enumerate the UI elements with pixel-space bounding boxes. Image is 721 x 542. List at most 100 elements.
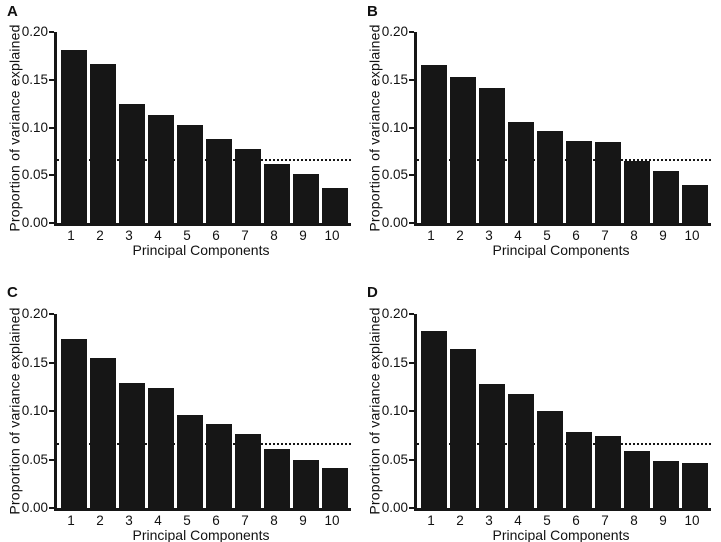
y-axis-tick	[409, 361, 414, 364]
bar-pc3	[119, 382, 145, 508]
x-tick-label-8: 8	[630, 228, 638, 243]
panel-label-C: C	[7, 284, 18, 301]
panel-label-D: D	[367, 284, 378, 301]
x-tick-label-4: 4	[514, 228, 522, 243]
bar-pc4	[148, 387, 174, 508]
bar-pc3	[479, 88, 505, 223]
bar-pc8	[624, 160, 650, 223]
bar-pc8	[264, 448, 290, 508]
y-tick-label: 0.05	[381, 451, 408, 467]
x-tick-label-5: 5	[543, 228, 551, 243]
x-tick-label-10: 10	[684, 513, 700, 528]
x-tick-label-2: 2	[456, 228, 464, 243]
y-axis-tick	[409, 313, 414, 315]
y-axis-tick	[409, 410, 414, 412]
threshold-line	[57, 442, 351, 445]
threshold-line	[57, 158, 351, 161]
x-tick-label-6: 6	[212, 228, 220, 243]
y-tick-label: 0.20	[381, 306, 408, 321]
x-tick-label-8: 8	[630, 513, 638, 528]
plot-area	[414, 314, 711, 511]
y-axis-tick	[49, 126, 54, 129]
panel-C: C Proportion of variance explained 0.00 0.0…	[0, 271, 360, 542]
x-ticks-row: 1 2 3 4 5 6 7 8 9 10	[414, 228, 712, 243]
bar-pc8	[624, 450, 650, 508]
x-axis-label: Principal Components	[132, 527, 270, 542]
bar-pc9	[653, 171, 679, 223]
x-tick-label-10: 10	[324, 228, 340, 243]
bar-pc1	[421, 65, 447, 223]
threshold-line	[417, 158, 711, 161]
x-tick-label-8: 8	[270, 228, 278, 243]
x-tick-label-4: 4	[154, 513, 162, 528]
x-tick-label-5: 5	[183, 228, 191, 243]
y-tick-label: 0.20	[21, 24, 48, 39]
y-tick-label: 0.05	[21, 451, 48, 467]
y-axis-tick	[409, 31, 414, 33]
plot-area	[414, 32, 711, 226]
y-tick-label: 0.00	[21, 215, 48, 230]
bar-pc4	[148, 115, 174, 223]
bar-pc2	[450, 348, 476, 508]
y-tick-label: 0.00	[21, 500, 48, 515]
x-tick-label-9: 9	[659, 228, 667, 243]
x-tick-label-5: 5	[183, 513, 191, 528]
x-ticks-row: 1 2 3 4 5 6 7 8 9 10	[54, 513, 352, 528]
y-tick-label: 0.15	[21, 354, 48, 370]
bar-pc7	[235, 434, 261, 508]
bar-pc5	[177, 414, 203, 508]
bar-pc4	[508, 393, 534, 508]
bar-pc7	[235, 148, 261, 223]
y-axis-tick	[49, 458, 54, 461]
bar-pc6	[566, 140, 592, 223]
plot-area	[54, 314, 351, 511]
x-axis-label: Principal Components	[492, 242, 630, 258]
bar-pc10	[682, 463, 708, 508]
bar-pc4	[508, 121, 534, 223]
x-tick-label-10: 10	[684, 228, 700, 243]
y-axis-tick	[409, 458, 414, 461]
x-axis-label: Principal Components	[132, 242, 270, 258]
y-axis-tick	[49, 31, 54, 33]
y-tick-label: 0.15	[21, 71, 48, 87]
panel-B: B Proportion of variance explained 0.00 0.0…	[360, 0, 721, 271]
y-axis-tick	[49, 78, 54, 81]
x-tick-label-2: 2	[96, 513, 104, 528]
y-tick-label: 0.20	[381, 24, 408, 39]
x-tick-label-5: 5	[543, 513, 551, 528]
x-ticks-row: 1 2 3 4 5 6 7 8 9 10	[414, 513, 712, 528]
y-axis-tick	[49, 174, 54, 177]
x-tick-label-7: 7	[601, 513, 609, 528]
x-tick-label-1: 1	[427, 228, 435, 243]
y-tick-label: 0.00	[381, 500, 408, 515]
x-tick-label-7: 7	[241, 228, 249, 243]
y-tick-label: 0.10	[381, 119, 408, 135]
bar-pc10	[682, 184, 708, 223]
bar-pc2	[90, 64, 116, 223]
x-tick-label-10: 10	[324, 513, 340, 528]
bars-group	[417, 314, 711, 508]
bar-pc1	[61, 339, 87, 508]
y-tick-label: 0.20	[21, 306, 48, 321]
x-tick-label-3: 3	[485, 228, 493, 243]
y-tick-label: 0.05	[381, 167, 408, 183]
y-axis-tick	[409, 126, 414, 129]
panel-label-B: B	[367, 3, 378, 20]
y-axis-tick	[409, 222, 414, 224]
bar-pc3	[119, 103, 145, 223]
x-tick-label-4: 4	[154, 228, 162, 243]
x-tick-label-8: 8	[270, 513, 278, 528]
x-tick-label-9: 9	[299, 228, 307, 243]
y-tick-label: 0.10	[21, 119, 48, 135]
x-tick-label-7: 7	[241, 513, 249, 528]
x-tick-label-1: 1	[67, 228, 75, 243]
bar-pc9	[293, 459, 319, 508]
x-tick-label-6: 6	[572, 228, 580, 243]
panel-label-A: A	[7, 3, 18, 20]
bar-pc5	[537, 131, 563, 223]
bars-group	[57, 32, 351, 223]
x-tick-label-3: 3	[125, 228, 133, 243]
x-tick-label-4: 4	[514, 513, 522, 528]
bar-pc1	[61, 50, 87, 223]
